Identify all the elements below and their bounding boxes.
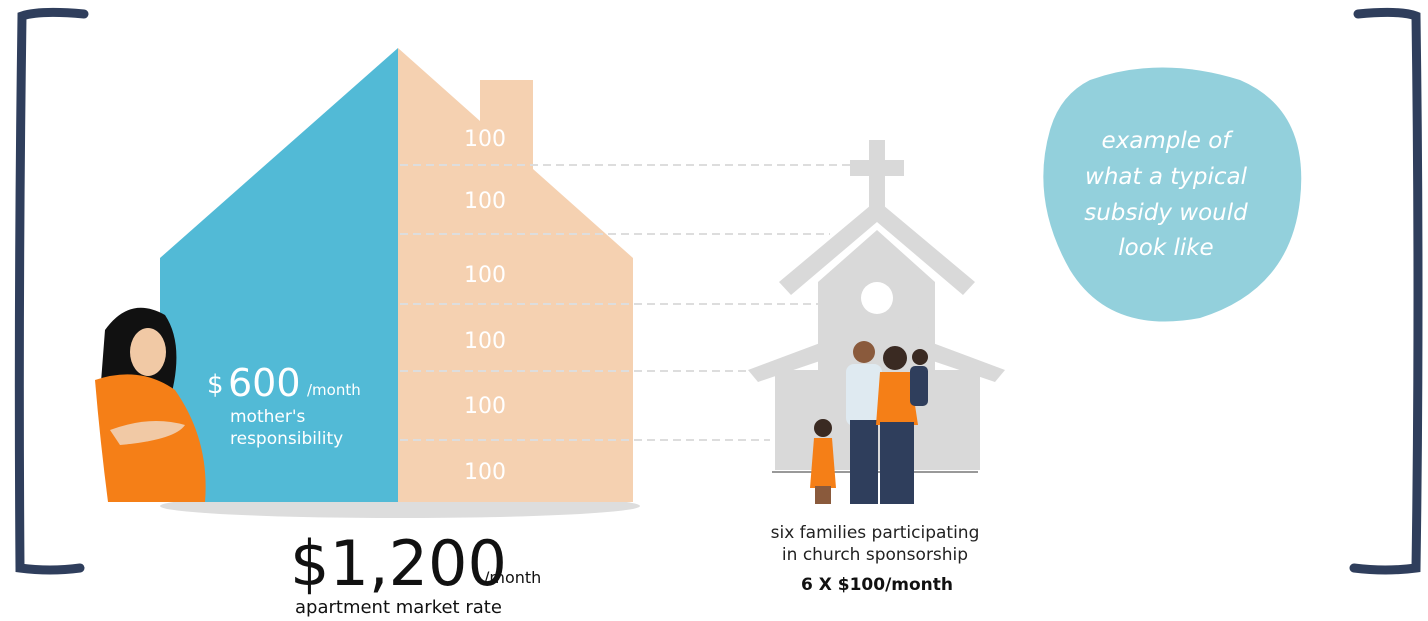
right-bracket — [1354, 12, 1418, 570]
share-label: 100 — [464, 460, 506, 485]
share-label: 100 — [464, 329, 506, 354]
total-unit: /month — [484, 568, 541, 587]
note-line: example of — [1102, 128, 1234, 154]
note-line: subsidy would — [1084, 200, 1248, 226]
infographic: 100 100 100 100 100 100 $ 600 /month mot… — [0, 0, 1428, 617]
mother-label: responsibility — [230, 429, 343, 449]
share-label: 100 — [464, 127, 506, 152]
left-bracket — [19, 12, 84, 570]
note-line: what a typical — [1085, 164, 1248, 190]
house-right — [398, 48, 633, 502]
share-label: 100 — [464, 394, 506, 419]
currency: $ — [207, 370, 224, 400]
total-amount: $1,200 — [290, 527, 507, 600]
note-blob — [1043, 68, 1301, 322]
church-formula: 6 X $100/month — [801, 575, 953, 595]
share-label: 100 — [464, 263, 506, 288]
note-line: look like — [1118, 235, 1213, 261]
mother-amount: 600 — [228, 361, 301, 405]
church-caption: in church sponsorship — [782, 545, 968, 565]
total-label: apartment market rate — [295, 597, 502, 617]
church-caption: six families participating — [771, 523, 980, 543]
share-label: 100 — [464, 189, 506, 214]
mother-label: mother's — [230, 407, 306, 427]
unit: /month — [307, 381, 361, 399]
